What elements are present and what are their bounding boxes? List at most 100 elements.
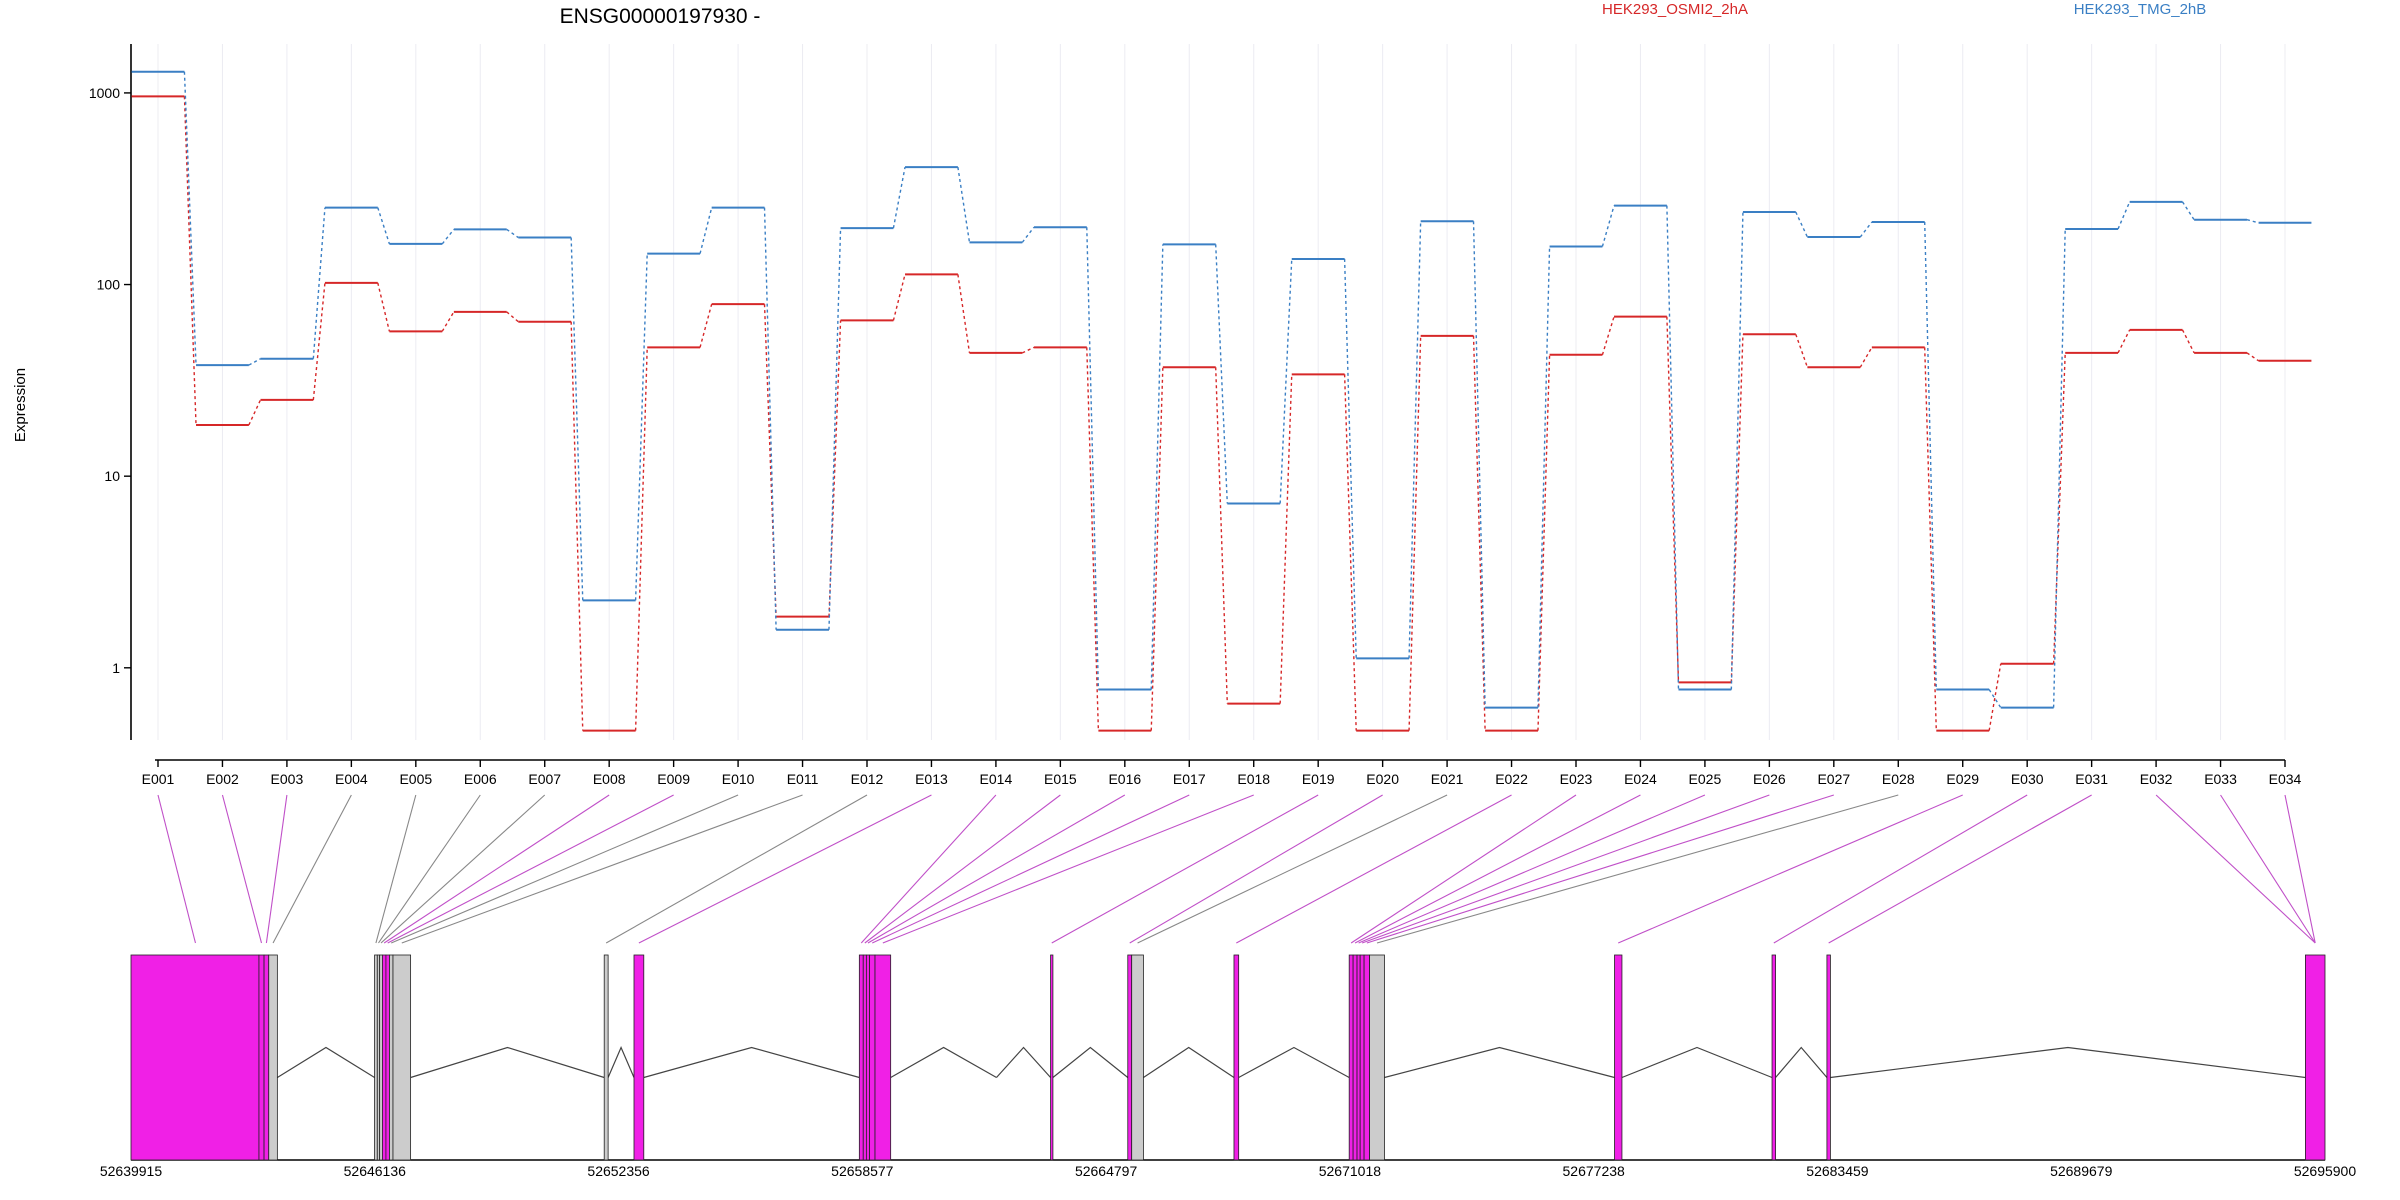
y-tick-label: 100: [97, 277, 121, 293]
series-connector: [1343, 258, 1357, 659]
exon-e002: [258, 954, 265, 1161]
series-connector: [1730, 334, 1744, 683]
intron-line: [1238, 1046, 1350, 1079]
x-tick-label: E016: [1108, 771, 1141, 787]
series-connector: [1601, 316, 1615, 355]
intron-line: [1775, 1046, 1828, 1078]
x-tick-label: E029: [1946, 771, 1979, 787]
exon-e003: [263, 954, 270, 1161]
series-connector: [634, 253, 648, 601]
x-tick-label: E011: [787, 771, 819, 787]
x-tick-label: E026: [1753, 771, 1786, 787]
series-connector: [1601, 205, 1615, 247]
series-connector: [1537, 246, 1551, 708]
connector-e004: [272, 794, 352, 944]
series-connector: [441, 228, 455, 245]
exon-e017: [869, 954, 876, 1161]
series-connector: [1343, 374, 1357, 731]
series-connector: [1795, 334, 1809, 368]
exon-e011: [392, 954, 412, 1161]
series-connector: [377, 207, 391, 245]
intron-line: [643, 1046, 860, 1079]
x-tick-label: E034: [2269, 771, 2302, 787]
connector-e015: [864, 794, 1061, 944]
exon-e010: [389, 954, 394, 1161]
coordinate-label: 52658577: [831, 1163, 894, 1179]
x-tick-label: E007: [528, 771, 561, 787]
exon-e030: [1771, 954, 1776, 1161]
vertical-gridlines: [157, 44, 2286, 740]
connector-e016: [867, 794, 1126, 944]
connector-e025: [1358, 794, 1706, 944]
series-connector: [1730, 212, 1744, 690]
exon-e013: [633, 954, 645, 1161]
x-tick-label: E031: [2075, 771, 2108, 787]
gene-model: [130, 954, 2326, 1161]
x-tick-label: E030: [2011, 771, 2044, 787]
series-connector: [828, 228, 842, 630]
connector-e022: [1236, 794, 1512, 944]
series-connector: [1923, 347, 1938, 731]
series-tmg: [131, 70, 2312, 709]
connector-e027: [1366, 794, 1834, 944]
exon-e004: [268, 954, 278, 1161]
x-tick-label: E004: [335, 771, 368, 787]
connector-e020: [1129, 794, 1383, 944]
coordinate-label: 52689679: [2050, 1163, 2113, 1179]
y-axis-label: Expression: [12, 368, 29, 442]
exon-e031: [1826, 954, 1831, 1161]
exon-e001: [130, 954, 260, 1161]
series-osmi2: [131, 95, 2312, 732]
series-connector: [957, 167, 971, 243]
legend-entry-osmi2: HEK293_OSMI2_2hA: [1602, 1, 1748, 18]
series-connector: [2052, 352, 2066, 664]
series-connector: [248, 399, 262, 426]
series-connector: [570, 237, 584, 601]
connector-e029: [1618, 794, 1963, 944]
series-connector: [312, 282, 326, 400]
series-connector: [1859, 347, 1873, 368]
series-connector: [1279, 374, 1293, 704]
legend-entry-tmg: HEK293_TMG_2hB: [2074, 1, 2207, 18]
series-connector: [699, 207, 713, 254]
exon-e009: [385, 954, 390, 1161]
coordinate-label: 52652356: [587, 1163, 650, 1179]
series-connector: [2181, 329, 2195, 354]
coordinate-label: 52683459: [1806, 1163, 1869, 1179]
series-connector: [828, 320, 842, 617]
exon-e025: [1356, 954, 1361, 1161]
connector-e033: [2220, 794, 2316, 944]
genomic-coordinate-labels: 52639915 52646136 52652356 52658577 52664797…: [100, 1163, 2357, 1179]
x-tick-label: E001: [142, 771, 175, 787]
exon-e005: [374, 954, 378, 1161]
series-connector: [183, 96, 197, 426]
coordinate-label: 52664797: [1075, 1163, 1138, 1179]
x-tick-label: E020: [1366, 771, 1399, 787]
series-connector: [1150, 244, 1164, 690]
coordinate-label: 52695900: [2294, 1163, 2357, 1179]
series-connector: [1988, 663, 2002, 731]
series-connector: [2117, 201, 2131, 230]
series-connector: [1666, 316, 1680, 683]
series-connector: [1022, 346, 1035, 354]
connector-e003: [265, 794, 288, 944]
series-connector: [1795, 211, 1809, 238]
intron-line: [1830, 1046, 2306, 1079]
x-tick-label: E012: [851, 771, 884, 787]
series-connector: [1666, 205, 1680, 690]
series-connector: [312, 207, 326, 359]
connector-e017: [872, 794, 1190, 944]
series-connector: [2117, 329, 2131, 354]
exon-e026: [1359, 954, 1365, 1161]
exon-connectors: [157, 794, 2316, 944]
exon-e029: [1614, 954, 1623, 1161]
connector-e001: [157, 794, 196, 944]
axes: [130, 44, 2285, 761]
series-connector: [957, 274, 971, 353]
intron-line: [277, 1046, 375, 1079]
connector-e026: [1361, 794, 1770, 944]
connector-e030: [1773, 794, 2028, 944]
series-connector: [570, 321, 584, 731]
x-tick-label: E023: [1560, 771, 1593, 787]
